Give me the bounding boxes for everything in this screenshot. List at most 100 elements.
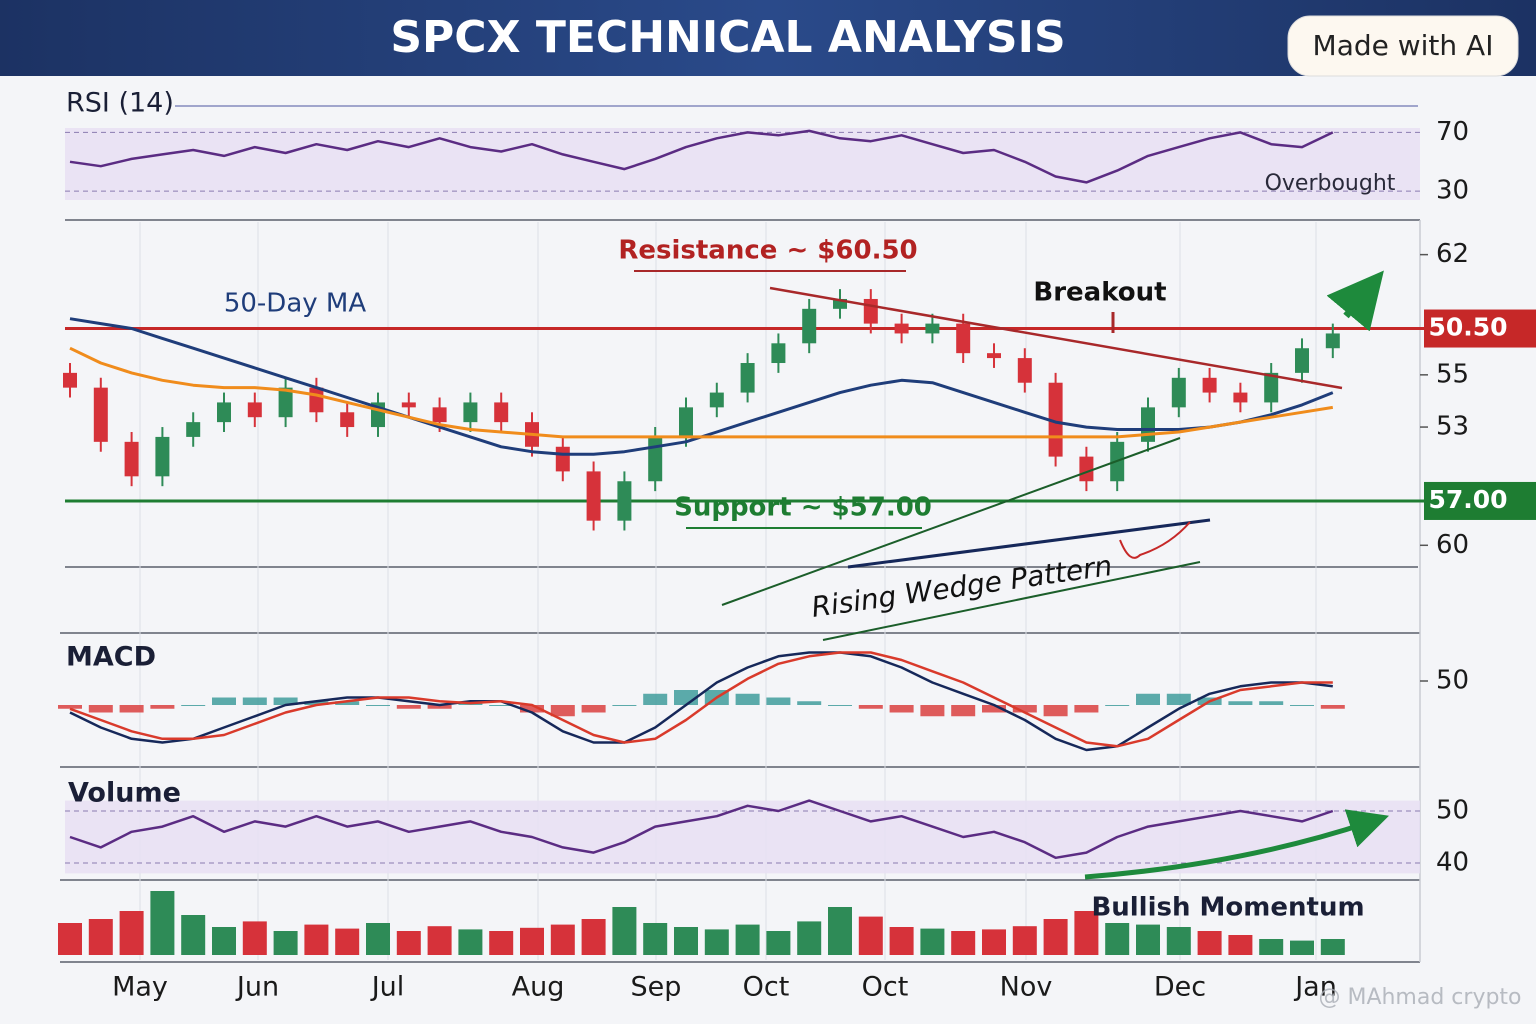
candle-body bbox=[155, 436, 170, 477]
volume-bar bbox=[520, 927, 544, 955]
candle-body bbox=[401, 402, 416, 408]
annotation: Overbought bbox=[1265, 171, 1396, 196]
y-tick-label: 50 bbox=[1436, 796, 1469, 826]
volume-bar bbox=[1197, 931, 1222, 955]
candle-body bbox=[1233, 392, 1248, 403]
histogram-bar bbox=[828, 705, 852, 706]
histogram-bar bbox=[212, 697, 236, 705]
wedge-line bbox=[822, 561, 1201, 641]
histogram-bar bbox=[1012, 705, 1037, 713]
histogram-bar bbox=[88, 705, 113, 713]
header-bar bbox=[0, 0, 1536, 76]
wedge-squiggle bbox=[1119, 521, 1191, 559]
candle-body bbox=[740, 363, 755, 393]
candle-body bbox=[925, 323, 940, 334]
volume-bar bbox=[643, 923, 668, 955]
histogram-bar bbox=[489, 705, 514, 706]
downtrend-line bbox=[769, 286, 1343, 390]
histogram-bar bbox=[612, 705, 637, 706]
wedge-line bbox=[847, 518, 1211, 569]
candle-body bbox=[309, 387, 324, 413]
volume-bar bbox=[920, 928, 945, 955]
series-line bbox=[69, 651, 1333, 752]
histogram-bar bbox=[1166, 693, 1191, 705]
x-tick-label: Sep bbox=[631, 972, 682, 1003]
histogram-bar bbox=[335, 701, 360, 705]
candle-body bbox=[833, 298, 847, 309]
volume-bar bbox=[858, 916, 883, 955]
badge bbox=[1287, 15, 1519, 77]
candle-body bbox=[1141, 407, 1155, 442]
volume-bar bbox=[242, 921, 267, 955]
histogram-bar bbox=[242, 697, 267, 705]
volume-bar bbox=[181, 915, 206, 955]
title: SPCX TECHNICAL ANALYSIS bbox=[390, 12, 1065, 63]
histogram-bar bbox=[1320, 705, 1345, 709]
candle-body bbox=[617, 481, 632, 521]
level-box bbox=[1424, 309, 1536, 348]
y-tick-label: 55 bbox=[1436, 359, 1469, 389]
panel-separators bbox=[60, 105, 1421, 963]
histogram-bar bbox=[1043, 705, 1068, 717]
histogram-bar bbox=[797, 701, 822, 705]
wedge-line bbox=[721, 437, 1181, 606]
candle-body bbox=[987, 353, 1001, 359]
candle-body bbox=[93, 387, 108, 442]
watermark: @ MAhmad crypto bbox=[1318, 985, 1521, 1010]
candle-body bbox=[586, 471, 601, 521]
volume-bar bbox=[427, 926, 452, 955]
volume-bar bbox=[674, 927, 698, 955]
histogram-bar bbox=[1105, 705, 1130, 706]
volume-bar bbox=[88, 919, 113, 955]
histogram-bar bbox=[766, 697, 791, 705]
volume-bar bbox=[982, 929, 1006, 955]
annotation: Breakout bbox=[1033, 278, 1166, 308]
volume-bar bbox=[889, 927, 914, 955]
volume-bar bbox=[1136, 924, 1160, 955]
x-tick-label: Oct bbox=[743, 972, 790, 1003]
volume-bar bbox=[366, 923, 390, 955]
volume-bar bbox=[1166, 927, 1191, 955]
candle-body bbox=[247, 402, 262, 418]
volume-bar bbox=[119, 911, 144, 955]
histogram-bar bbox=[1290, 705, 1314, 706]
histogram-bar bbox=[1074, 705, 1099, 713]
volume-bar bbox=[1012, 926, 1037, 955]
candle-body bbox=[278, 387, 293, 418]
level-label: 50.50 bbox=[1428, 313, 1507, 342]
annotation: Resistance ~ $60.50 bbox=[618, 236, 917, 266]
panel-title: MACD bbox=[66, 642, 156, 673]
plot-layer: May Jun Jul Aug Sep Oct Oct Nov Dec Jan RSI (14) 70… bbox=[58, 88, 1536, 1003]
candle-body bbox=[1202, 377, 1217, 393]
candle-body bbox=[863, 298, 878, 324]
band bbox=[65, 800, 1420, 874]
volume-bar bbox=[828, 907, 852, 955]
candle-body bbox=[1325, 333, 1340, 349]
candle-body bbox=[1017, 358, 1032, 383]
histogram-bar bbox=[366, 705, 390, 706]
series-line bbox=[69, 346, 1334, 439]
histogram-bar bbox=[396, 705, 421, 709]
candle-body bbox=[555, 446, 570, 472]
momentum-arrow bbox=[1084, 809, 1389, 880]
pattern-lines bbox=[634, 270, 1389, 880]
volume-bar bbox=[1228, 935, 1253, 955]
volume-bar bbox=[1320, 939, 1345, 955]
y-tick-label: 53 bbox=[1436, 412, 1469, 442]
histogram-bar bbox=[951, 705, 976, 717]
histogram-bar bbox=[858, 705, 883, 709]
candle-body bbox=[956, 323, 971, 354]
volume-bar bbox=[273, 931, 298, 955]
histogram-bar bbox=[982, 705, 1006, 713]
volume-bar bbox=[1259, 939, 1284, 955]
histogram-bar bbox=[643, 693, 668, 705]
x-tick-label: Oct bbox=[862, 972, 909, 1003]
candle-body bbox=[802, 308, 817, 344]
series-line bbox=[69, 799, 1334, 860]
histogram-bar bbox=[150, 705, 175, 709]
histogram-bar bbox=[735, 693, 760, 705]
volume-bar bbox=[550, 924, 575, 955]
y-tick-label: 50 bbox=[1436, 666, 1469, 696]
level-box bbox=[1424, 481, 1536, 520]
